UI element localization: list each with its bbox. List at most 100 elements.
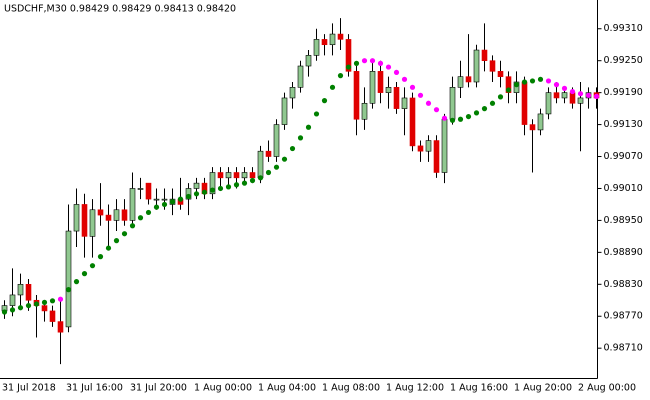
candle-body [441,118,448,173]
candle-body [425,140,432,152]
candle-body [473,49,480,83]
indicator-dot [497,94,504,100]
indicator-dot [9,307,16,313]
indicator-dot [337,73,344,79]
indicator-dot [545,78,552,84]
indicator-dot [17,305,24,311]
candle-body [457,76,464,88]
candle-body [545,92,552,115]
indicator-dot [489,100,496,106]
candle-body [217,172,224,179]
indicator-dot [473,110,480,116]
candle-body [353,71,360,120]
candle-body [81,204,88,237]
candle-body [385,87,392,93]
candle-body [233,172,240,179]
indicator-dot [449,117,456,123]
indicator-dot [481,106,488,112]
indicator-dot [193,191,200,197]
x-tick-label: 1 Aug 12:00 [386,383,444,394]
candle-body [521,81,528,125]
indicator-dot [265,169,272,176]
indicator-dot [593,93,600,99]
indicator-dot [169,199,176,205]
indicator-dot [417,92,424,98]
candle-body [361,102,368,120]
indicator-dot [145,209,152,216]
candle-body [57,321,64,333]
candle-body [193,182,200,189]
candle-body [129,188,136,221]
candle-body [25,283,32,301]
y-tick-label: 0.99250 [604,55,643,66]
candle-body [409,97,416,147]
y-tick-label: 0.99310 [604,23,643,34]
indicator-dot [273,164,280,170]
candle-body [321,39,328,46]
indicator-dot [137,215,144,221]
candle-body [41,305,48,312]
candle-body [561,92,568,99]
candle-body [577,97,584,104]
indicator-dot [457,116,464,122]
x-tick-label: 1 Aug 16:00 [450,383,508,394]
indicator-dot [185,193,192,200]
indicator-dot [329,84,336,90]
candle-body [297,65,304,88]
candle-body [241,172,248,179]
candle-body [329,33,336,46]
y-tick-label: 0.99010 [604,183,643,194]
indicator-dot [385,64,392,70]
candle-body [161,198,168,201]
candle-body [121,209,128,221]
candle-body [345,39,352,72]
indicator-dot [369,58,376,64]
indicator-dot [49,298,56,304]
x-tick-label: 1 Aug 08:00 [322,383,380,394]
indicator-dot [537,76,544,82]
y-tick-label: 0.98770 [604,311,643,322]
indicator-dot [433,107,440,113]
candle-body [513,81,520,93]
y-tick-label: 0.98950 [604,215,643,226]
indicator-dot [377,60,384,66]
x-tick-label: 1 Aug 20:00 [514,383,572,394]
candle-body [73,204,80,232]
candle-body [65,230,72,328]
indicator-dot [529,78,536,84]
candle-body [209,172,216,195]
indicator-dot [89,263,96,269]
indicator-dot [361,58,368,64]
indicator-dot [201,189,208,195]
indicator-dot [297,135,304,141]
indicator-dot [225,184,232,190]
candle-body [401,97,408,109]
indicator-dot [345,64,352,70]
indicator-dot [33,301,40,307]
indicator-dot [217,185,224,192]
indicator-dot [65,287,72,293]
candle-body [273,124,280,157]
x-tick-label: 31 Jul 20:00 [130,383,187,394]
indicator-dot [577,91,584,97]
chart-title: USDCHF,M30 0.98429 0.98429 0.98413 0.984… [4,4,236,15]
indicator-dot [1,309,8,315]
indicator-dot [249,177,256,184]
candle-body [497,71,504,77]
candle-body [537,113,544,131]
candle-body [489,60,496,72]
indicator-dot [289,145,296,152]
candle-body [105,214,112,221]
candle-body [505,76,512,93]
indicator-dot [257,175,264,181]
indicator-dot [441,115,448,121]
indicator-dot [241,180,248,186]
indicator-dot [569,88,576,95]
candle-body [465,76,472,83]
indicator-dot [121,231,128,237]
indicator-dot [209,187,216,193]
x-tick-label: 2 Aug 00:00 [578,383,636,394]
candle-body [265,150,272,157]
candle-body [481,49,488,61]
